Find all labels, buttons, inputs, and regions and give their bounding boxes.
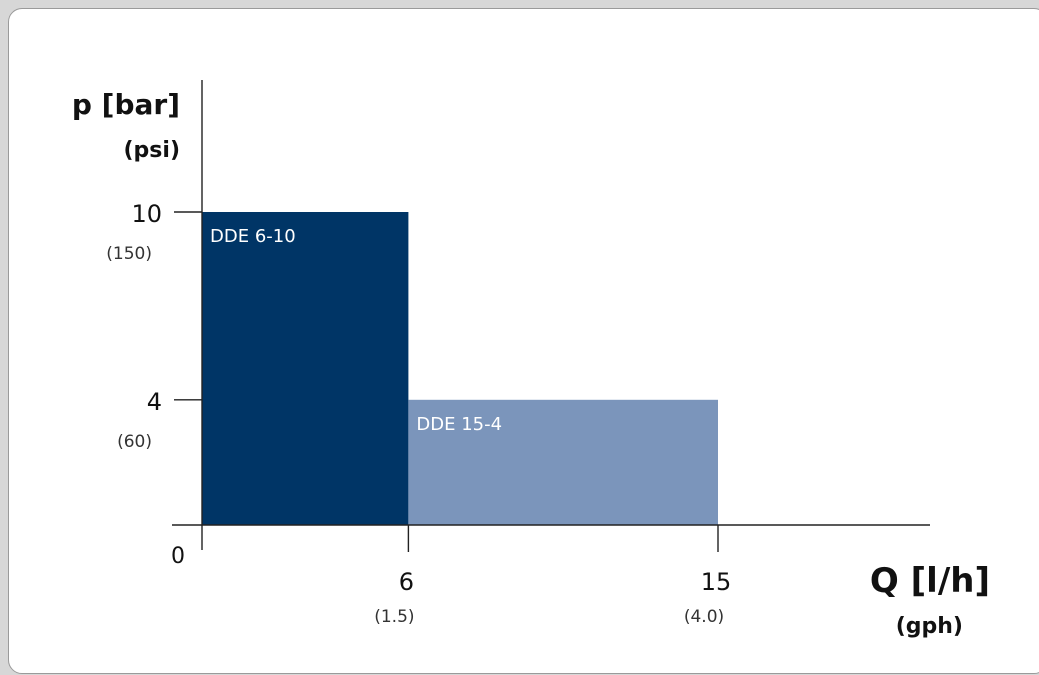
y-axis-label: p [bar] — [72, 88, 180, 121]
x-tick-label-2: 15 — [701, 568, 732, 596]
x-tick-sublabel-2: (4.0) — [684, 607, 724, 627]
ticks-layer: 10 (150) 4 (60) 6 (1.5) 15 (4.0) — [106, 200, 731, 627]
y-tick-label-1: 10 — [131, 200, 162, 228]
x-axis-label: Q [l/h] — [870, 561, 990, 601]
bars-layer: DDE 6-10 DDE 15-4 — [202, 212, 718, 525]
x-axis-unit-label: (gph) — [896, 614, 963, 639]
y-tick-sublabel-2: (60) — [117, 432, 152, 452]
chart-frame — [8, 8, 1039, 674]
y-axis-unit-label: (psi) — [124, 138, 181, 163]
axes-layer — [172, 80, 930, 550]
bar-2 — [408, 399, 718, 525]
y-tick-label-2: 4 — [147, 388, 162, 416]
bar-1 — [202, 212, 409, 525]
origin-label: 0 — [171, 544, 185, 569]
x-tick-label-1: 6 — [399, 568, 414, 596]
y-tick-sublabel-1: (150) — [106, 244, 152, 264]
x-tick-sublabel-1: (1.5) — [374, 607, 414, 627]
bar-label-2: DDE 15-4 — [416, 414, 502, 435]
bar-label-1: DDE 6-10 — [210, 226, 296, 247]
